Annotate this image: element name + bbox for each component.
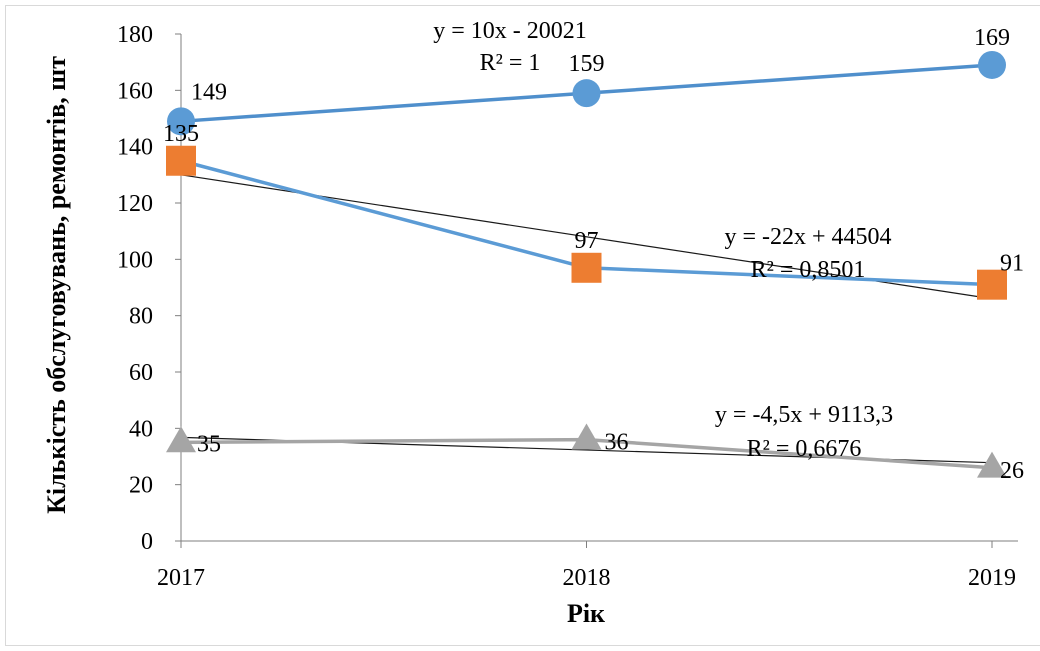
y-tick-label: 100 xyxy=(117,247,153,273)
data-label: 135 xyxy=(163,121,199,147)
data-label: 149 xyxy=(191,79,227,105)
y-tick-label: 60 xyxy=(129,360,153,386)
chart-border xyxy=(5,5,1040,646)
data-label: 91 xyxy=(1000,251,1024,277)
data-point xyxy=(167,107,195,136)
data-label: 169 xyxy=(974,25,1010,51)
trendline-equation: y = -22x + 44504 xyxy=(724,224,891,250)
data-label: 26 xyxy=(1000,458,1024,484)
data-point xyxy=(166,145,196,176)
data-point xyxy=(571,252,602,283)
data-label: 36 xyxy=(605,430,629,456)
data-point xyxy=(572,79,601,108)
trendline-equation: y = 10x - 20021 xyxy=(433,18,587,44)
data-label: 97 xyxy=(575,228,599,254)
x-tick-label: 2017 xyxy=(157,565,205,591)
data-labels: 149 159 169 135 97 91 35 36 26 xyxy=(163,25,1024,484)
y-tick-label: 0 xyxy=(141,529,153,555)
axes: 0 20 40 60 80 100 120 140 160 180 2017 2018 2019 xyxy=(117,22,1018,591)
y-tick-label: 120 xyxy=(117,191,153,217)
x-tick-label: 2018 xyxy=(563,565,611,591)
y-axis-title: Кількість обслуговувань, ремонтів, шт xyxy=(42,56,71,514)
y-tick-label: 160 xyxy=(117,78,153,104)
y-tick-label: 180 xyxy=(117,22,153,48)
data-point xyxy=(977,451,1007,478)
data-point xyxy=(977,269,1007,300)
y-tick-label: 140 xyxy=(117,135,153,161)
trendline-r2: R² = 0,6676 xyxy=(747,436,862,462)
trendline-equation: y = -4,5x + 9113,3 xyxy=(715,402,893,428)
y-tick-label: 20 xyxy=(129,473,153,499)
x-axis-title: Рік xyxy=(567,599,605,628)
data-point xyxy=(571,423,602,450)
trendline-r2: R² = 0,8501 xyxy=(751,257,866,283)
y-tick-label: 80 xyxy=(129,304,153,330)
y-tick-label: 40 xyxy=(129,416,153,442)
data-label: 35 xyxy=(197,431,221,457)
data-point xyxy=(166,426,196,453)
x-tick-label: 2019 xyxy=(968,565,1016,591)
data-point xyxy=(978,50,1006,79)
data-label: 159 xyxy=(569,51,605,77)
trendline-r2: R² = 1 xyxy=(480,50,541,76)
markers xyxy=(166,50,1007,478)
trendline-equations: y = 10x - 20021 R² = 1 y = -22x + 44504 R² … xyxy=(433,18,893,462)
